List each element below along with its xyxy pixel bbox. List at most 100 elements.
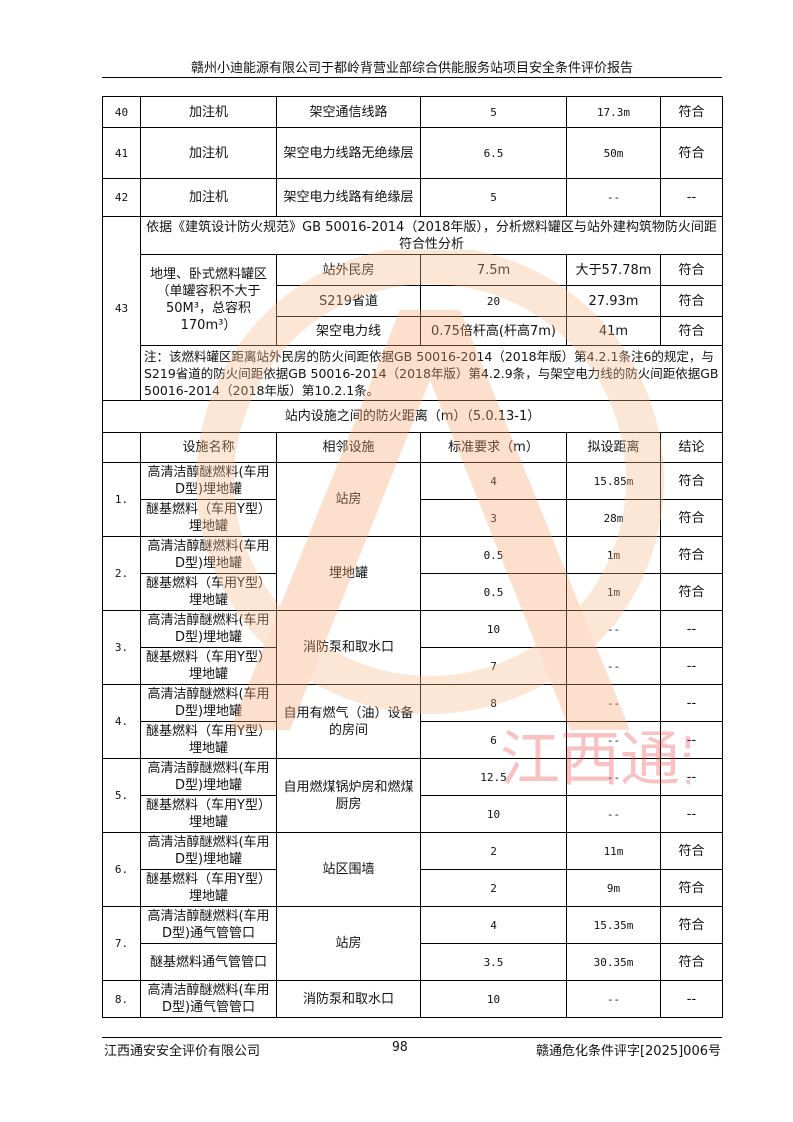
table-row: 40 加注机 架空通信线路 5 17.3m 符合 (102, 96, 723, 128)
column-header: 标准要求（m） (420, 432, 567, 463)
row-number: 42 (102, 178, 141, 217)
page-number: 98 (392, 1040, 408, 1055)
neighbor-cell: 自用燃煤锅炉房和燃煤厨房 (276, 758, 421, 833)
footer-doc-number: 赣通危化条件评字[2025]006号 (535, 1044, 721, 1059)
result-cell: -- (660, 684, 723, 722)
standard-cell: 10 (420, 980, 567, 1018)
target-cell: 架空通信线路 (276, 96, 421, 128)
distance-cell: 41m (566, 316, 661, 346)
row-number: 41 (102, 127, 141, 179)
standard-cell: 6 (420, 721, 567, 759)
table-row: 醚基燃料（车用Y型）埋地罐 10 -- -- (103, 795, 723, 833)
distance-cell: -- (566, 647, 661, 685)
result-cell: 符合 (660, 96, 723, 128)
standard-cell: 7 (420, 647, 567, 685)
item-number: 1. (102, 462, 141, 537)
target-cell: 架空电力线 (276, 316, 421, 346)
neighbor-cell: 站房 (276, 906, 421, 981)
distance-cell: -- (566, 980, 661, 1018)
table-row: 醚基燃料（车用Y型）埋地罐 3 28m 符合 (103, 499, 723, 537)
result-cell: 符合 (660, 943, 723, 981)
table-row: 5. 高清洁醇醚燃料(车用D型)埋地罐 自用燃煤锅炉房和燃煤厨房 12.5 -- -- (102, 758, 723, 833)
facility-name-cell: 高清洁醇醚燃料(车用D型)埋地罐 (140, 832, 277, 870)
standard-cell: 10 (420, 795, 567, 833)
facility-name-cell: 醚基燃料（车用Y型）埋地罐 (140, 869, 277, 907)
distance-cell: -- (566, 721, 661, 759)
item-number: 8. (102, 980, 141, 1018)
neighbor-cell: 站房 (276, 462, 421, 537)
target-cell: 站外民房 (276, 254, 421, 286)
table-row: 42 加注机 架空电力线路有绝缘层 5 -- -- (102, 178, 723, 217)
facility-name-cell: 高清洁醇醚燃料(车用D型)埋地罐 (140, 758, 277, 796)
neighbor-cell: 自用有燃气（油）设备的房间 (276, 684, 421, 759)
column-header: 结论 (660, 432, 723, 463)
item-number: 6. (102, 832, 141, 907)
distance-cell: -- (566, 684, 661, 722)
table-row: 注：该燃料罐区距离站外民房的防火间距依据GB 50016-2014（2018年版… (103, 345, 723, 401)
table-row: 8. 高清洁醇醚燃料(车用D型)通气管管口 消防泵和取水口 10 -- -- (102, 980, 723, 1018)
facility-cell: 加注机 (140, 178, 277, 217)
standard-cell: 3.5 (420, 943, 567, 981)
result-cell: 符合 (660, 536, 723, 574)
facility-name-cell: 醚基燃料（车用Y型）埋地罐 (140, 721, 277, 759)
item-number: 7. (102, 906, 141, 981)
distance-cell: -- (566, 178, 661, 217)
result-cell: 符合 (660, 127, 723, 179)
neighbor-cell: 埋地罐 (276, 536, 421, 611)
result-cell: -- (660, 178, 723, 217)
header-divider (102, 77, 722, 78)
standard-cell: 3 (420, 499, 567, 537)
row-number: 43 (102, 216, 141, 401)
column-header: 拟设距离 (566, 432, 661, 463)
facility-name-cell: 高清洁醇醚燃料(车用D型)埋地罐 (140, 684, 277, 722)
result-cell: 符合 (660, 573, 723, 611)
standard-cell: 5 (420, 178, 567, 217)
table-row: 4. 高清洁醇醚燃料(车用D型)埋地罐 自用有燃气（油）设备的房间 8 -- -- (102, 684, 723, 759)
facility-name-cell: 醚基燃料（车用Y型）埋地罐 (140, 795, 277, 833)
facility-name-cell: 高清洁醇醚燃料(车用D型)埋地罐 (140, 610, 277, 648)
distance-cell: 大于57.78m (566, 254, 661, 286)
item-number: 2. (102, 536, 141, 611)
standard-cell: 6.5 (420, 127, 567, 179)
standard-cell: 7.5m (420, 254, 567, 286)
result-cell: -- (660, 647, 723, 685)
standard-cell: 20 (420, 285, 567, 317)
standard-cell: 0.75倍杆高(杆高7m) (420, 316, 567, 346)
standard-cell: 0.5 (420, 573, 567, 611)
section-title: 站内设施之间的防火距离（m）（5.0.13-1） (102, 400, 723, 433)
row-number: 40 (102, 96, 141, 128)
item-number: 3. (102, 610, 141, 685)
neighbor-cell: 消防泵和取水口 (276, 980, 421, 1018)
result-cell: 符合 (660, 869, 723, 907)
result-cell: 符合 (660, 316, 723, 346)
table-row: 1. 高清洁醇醚燃料(车用D型)埋地罐 站房 4 15.85m 符合 (102, 462, 723, 537)
distance-cell: 17.3m (566, 96, 661, 128)
result-cell: -- (660, 795, 723, 833)
item-number: 4. (102, 684, 141, 759)
distance-cell: 15.35m (566, 906, 661, 944)
table-row: 3. 高清洁醇醚燃料(车用D型)埋地罐 消防泵和取水口 10 -- -- (102, 610, 723, 685)
standard-cell: 0.5 (420, 536, 567, 574)
standard-cell: 4 (420, 462, 567, 500)
distance-cell: -- (566, 758, 661, 796)
table-row: S219省道 20 27.93m 符合 (103, 285, 723, 317)
table-row: 醚基燃料（车用Y型）埋地罐 7 -- -- (103, 647, 723, 685)
facility-name-cell: 高清洁醇醚燃料(车用D型)通气管管口 (140, 906, 277, 944)
table-row: 6. 高清洁醇醚燃料(车用D型)埋地罐 站区围墙 2 11m 符合 (102, 832, 723, 907)
facility-name-cell: 醚基燃料（车用Y型）埋地罐 (140, 573, 277, 611)
fire-distance-table: 40 加注机 架空通信线路 5 17.3m 符合 41 加注机 架空电力线路无绝缘层 6.5 50m… (102, 96, 723, 1018)
neighbor-cell: 站区围墙 (276, 832, 421, 907)
target-cell: 架空电力线路无绝缘层 (276, 127, 421, 179)
result-cell: -- (660, 721, 723, 759)
distance-cell: 50m (566, 127, 661, 179)
target-cell: 架空电力线路有绝缘层 (276, 178, 421, 217)
facility-name-cell: 醚基燃料（车用Y型）埋地罐 (140, 499, 277, 537)
facility-cell: 加注机 (140, 127, 277, 179)
distance-cell: 1m (566, 536, 661, 574)
target-cell: S219省道 (276, 285, 421, 317)
facility-name-cell: 高清洁醇醚燃料(车用D型)通气管管口 (140, 980, 277, 1018)
table-row: 醚基燃料通气管管口 3.5 30.35m 符合 (103, 943, 723, 981)
distance-cell: -- (566, 795, 661, 833)
result-cell: 符合 (660, 254, 723, 286)
distance-cell: 28m (566, 499, 661, 537)
